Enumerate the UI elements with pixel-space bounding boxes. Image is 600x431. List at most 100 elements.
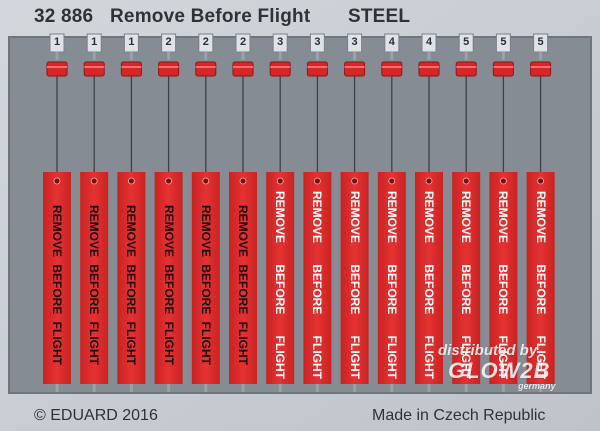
set-number: 32 886 [34, 6, 94, 27]
tag-4 [154, 33, 183, 392]
tag-text: REMOVE BEFORE FLIGHT [50, 204, 64, 365]
tag-bottom-sprue [92, 384, 96, 392]
sheet-title: Remove Before Flight [110, 6, 311, 27]
tag-number: 1 [128, 36, 135, 48]
tag-bottom-sprue [55, 384, 59, 392]
tag-8 [303, 33, 332, 392]
tag-grommet [499, 177, 507, 185]
tag-grommet [127, 177, 135, 185]
tag-number: 2 [239, 36, 247, 48]
tag-number: 5 [537, 36, 544, 48]
tag-clip-highlight [233, 66, 253, 68]
watermark-line3: germany [518, 381, 556, 391]
tag-sprue [204, 52, 208, 60]
tag-bottom-sprue [464, 384, 468, 392]
tag-number: 4 [388, 36, 395, 48]
tags-layer [43, 33, 555, 392]
tag-text: REMOVE BEFORE FLIGHT [422, 190, 436, 379]
tag-bottom-sprue [129, 384, 133, 392]
tag-sprue [92, 52, 96, 60]
tag-text: REMOVE BEFORE FLIGHT [124, 204, 139, 365]
tag-clip-highlight [195, 66, 216, 68]
tag-sprue [464, 52, 468, 60]
tag-ribbon [191, 172, 220, 384]
tag-ribbon [415, 172, 443, 384]
tag-2 [80, 33, 109, 392]
tag-clip-highlight [270, 66, 291, 68]
tag-number: 1 [91, 36, 98, 48]
tag-clip-highlight [84, 66, 105, 68]
tag-ribbon [80, 172, 109, 384]
tag-clip [381, 61, 403, 77]
tag-ribbon [526, 172, 555, 384]
tag-9 [340, 33, 369, 392]
tag-text: REMOVE BEFORE FLIGHT [161, 204, 176, 365]
tag-sprue [427, 52, 431, 60]
tag-11 [415, 33, 443, 392]
tag-number: 3 [351, 36, 358, 48]
origin-label: Made in Czech Republic [372, 407, 546, 424]
tag-14 [526, 33, 555, 392]
tag-clip [269, 61, 291, 77]
tag-sprue [315, 52, 319, 60]
tag-sprue [167, 52, 171, 60]
tag-12 [452, 33, 481, 392]
tag-grommet [202, 177, 210, 185]
tag-1 [43, 33, 71, 392]
tag-grommet [388, 177, 396, 185]
tag-number: 2 [165, 36, 172, 48]
tag-grommet [165, 177, 173, 185]
tag-text: REMOVE BEFORE FLIGHT [384, 190, 399, 379]
tag-clip-highlight [344, 66, 365, 68]
tag-sprue [353, 52, 357, 60]
tag-clip-highlight [530, 66, 551, 68]
tag-ribbon [489, 172, 518, 384]
tag-bottom-sprue [315, 384, 319, 392]
tag-text: REMOVE BEFORE FLIGHT [236, 204, 250, 365]
tag-sprue [390, 52, 394, 60]
tag-grommet [239, 177, 247, 185]
tag-ribbon [43, 172, 71, 384]
tag-sprue [241, 52, 245, 60]
tag-10 [377, 33, 406, 392]
tag-bottom-sprue [241, 384, 245, 392]
tag-clip [83, 61, 105, 77]
tag-text: REMOVE BEFORE FLIGHT [87, 204, 102, 365]
tag-number: 1 [53, 36, 61, 48]
tag-clip [530, 61, 552, 77]
tag-clip [195, 61, 217, 77]
tag-text: REMOVE BEFORE FLIGHT [347, 190, 362, 379]
tag-grommet [537, 177, 544, 185]
tag-ribbon [303, 172, 332, 384]
copyright: © EDUARD 2016 [34, 407, 158, 424]
tag-number: 5 [463, 36, 470, 48]
tag-bottom-sprue [501, 384, 505, 392]
tag-clip-highlight [47, 66, 67, 68]
tag-number: 3 [314, 36, 321, 48]
tag-grommet [462, 177, 470, 185]
tag-clip [306, 61, 328, 77]
tag-sprue [501, 52, 505, 60]
tag-bottom-sprue [167, 384, 171, 392]
tag-13 [489, 33, 518, 392]
tag-clip [418, 61, 440, 77]
tag-ribbon [229, 172, 257, 384]
tag-bottom-sprue [204, 384, 208, 392]
tag-number: 5 [500, 36, 507, 48]
tag-clip [492, 61, 514, 77]
tag-clip-highlight [307, 66, 328, 68]
tag-bottom-sprue [390, 384, 394, 392]
tag-ribbon [377, 172, 406, 384]
tag-clip [344, 61, 366, 77]
tag-text: REMOVE BEFORE FLIGHT [310, 190, 325, 379]
watermark-line1: distributed by [438, 342, 538, 359]
tag-ribbon [266, 172, 295, 384]
tag-clip [158, 61, 180, 77]
tag-ribbon [154, 172, 183, 384]
tag-grommet [351, 177, 359, 185]
tag-clip [232, 61, 254, 77]
tag-sprue [55, 52, 59, 60]
tag-number: 4 [425, 36, 433, 48]
tag-7 [266, 33, 295, 392]
